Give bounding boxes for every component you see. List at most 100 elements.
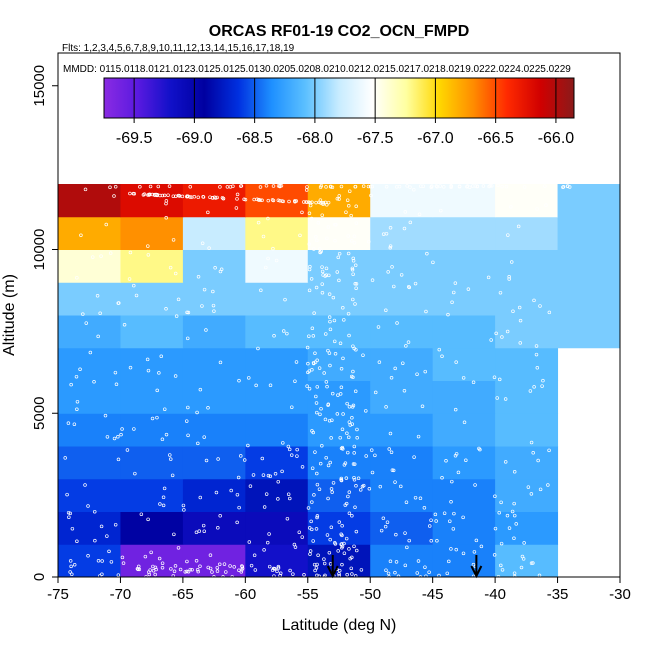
sample-point xyxy=(330,185,335,190)
x-tick-label: -55 xyxy=(297,586,319,603)
sample-point xyxy=(351,462,356,466)
sample-point xyxy=(273,472,278,476)
sample-point xyxy=(83,483,87,487)
sample-point xyxy=(547,448,551,453)
sample-point xyxy=(407,538,411,543)
x-tick-label: -70 xyxy=(110,586,132,603)
sample-point xyxy=(202,435,206,439)
sample-point xyxy=(326,348,330,353)
sample-point xyxy=(113,370,118,375)
sample-point xyxy=(500,184,504,189)
sample-point xyxy=(300,535,304,539)
sample-point xyxy=(218,269,223,274)
sample-point xyxy=(345,198,350,202)
sample-point xyxy=(346,450,350,455)
sample-point xyxy=(346,494,350,499)
sample-point xyxy=(350,239,354,243)
sample-point xyxy=(352,478,357,482)
sample-point xyxy=(350,268,355,272)
sample-point xyxy=(424,574,428,578)
heatmap-cell xyxy=(245,315,309,349)
sample-point xyxy=(454,547,458,552)
sample-point xyxy=(366,239,371,244)
sample-point xyxy=(183,570,188,574)
sample-point xyxy=(293,545,298,549)
heatmap-cell xyxy=(245,544,309,578)
sample-point xyxy=(135,567,140,571)
sample-point xyxy=(329,487,334,491)
x-tick-label: -30 xyxy=(609,586,631,603)
x-tick-label: -45 xyxy=(422,586,444,603)
sample-point xyxy=(347,435,351,440)
sample-point xyxy=(322,561,327,566)
sample-point xyxy=(182,508,186,512)
sample-point xyxy=(167,184,172,188)
sample-point xyxy=(408,185,412,189)
sample-point xyxy=(396,574,401,579)
sample-point xyxy=(367,486,372,491)
sample-point xyxy=(326,402,331,406)
sample-point xyxy=(518,318,523,323)
sample-point xyxy=(474,538,479,543)
sample-point xyxy=(457,184,462,189)
sample-point xyxy=(120,427,124,431)
sample-point xyxy=(350,572,354,576)
sample-point xyxy=(320,444,324,448)
sample-point xyxy=(127,277,132,281)
sample-point xyxy=(65,492,69,497)
sample-point xyxy=(116,573,121,577)
sample-point xyxy=(466,287,471,291)
sample-point xyxy=(388,226,393,230)
sample-point xyxy=(285,516,290,521)
sample-point xyxy=(283,297,287,302)
heatmap-cell xyxy=(370,446,434,480)
sample-point xyxy=(353,302,357,306)
sample-point xyxy=(415,372,419,376)
x-axis-label: Latitude (deg N) xyxy=(282,617,397,634)
sample-point xyxy=(302,200,306,204)
sample-point xyxy=(497,510,501,515)
sample-point xyxy=(186,433,190,438)
sample-point xyxy=(239,454,243,458)
sample-point xyxy=(108,185,112,189)
colorbar-tick-label: -69.5 xyxy=(116,130,153,147)
sample-point xyxy=(481,184,486,188)
heatmap-cell xyxy=(58,478,121,512)
colorbar-tick-label: -67.0 xyxy=(417,130,454,147)
sample-point xyxy=(261,234,266,239)
sample-point xyxy=(228,564,232,568)
sample-point xyxy=(330,490,334,494)
sample-point xyxy=(180,194,185,199)
sample-point xyxy=(235,492,240,497)
sample-point xyxy=(300,465,305,469)
sample-point xyxy=(347,490,352,494)
sample-point xyxy=(440,476,444,480)
sample-point xyxy=(146,368,151,373)
y-tick-label: 15000 xyxy=(31,65,48,107)
sample-point xyxy=(347,333,351,338)
mmdd-label: MMDD: 0115,0118,0121,0123,0125,0125,0130… xyxy=(63,64,571,75)
sample-point xyxy=(324,380,329,384)
sample-point xyxy=(131,191,136,196)
sample-point xyxy=(239,570,244,574)
sample-point xyxy=(386,270,390,274)
sample-point xyxy=(278,571,283,575)
heatmap-cell xyxy=(182,478,246,512)
sample-point xyxy=(103,413,108,418)
heatmap-cell xyxy=(120,478,184,512)
sample-point xyxy=(444,459,448,463)
sample-point xyxy=(306,361,310,366)
sample-point xyxy=(242,458,247,462)
sample-point xyxy=(340,427,345,432)
sample-point xyxy=(368,184,373,189)
sample-point xyxy=(435,538,439,543)
sample-point xyxy=(166,193,170,197)
heatmap-cell xyxy=(182,380,246,414)
heatmap-cell xyxy=(432,511,496,545)
heatmap-cell xyxy=(245,282,309,316)
sample-point xyxy=(405,184,409,188)
sample-point xyxy=(345,431,349,436)
sample-point xyxy=(113,185,118,189)
sample-point xyxy=(350,514,354,518)
sample-point xyxy=(354,529,359,534)
